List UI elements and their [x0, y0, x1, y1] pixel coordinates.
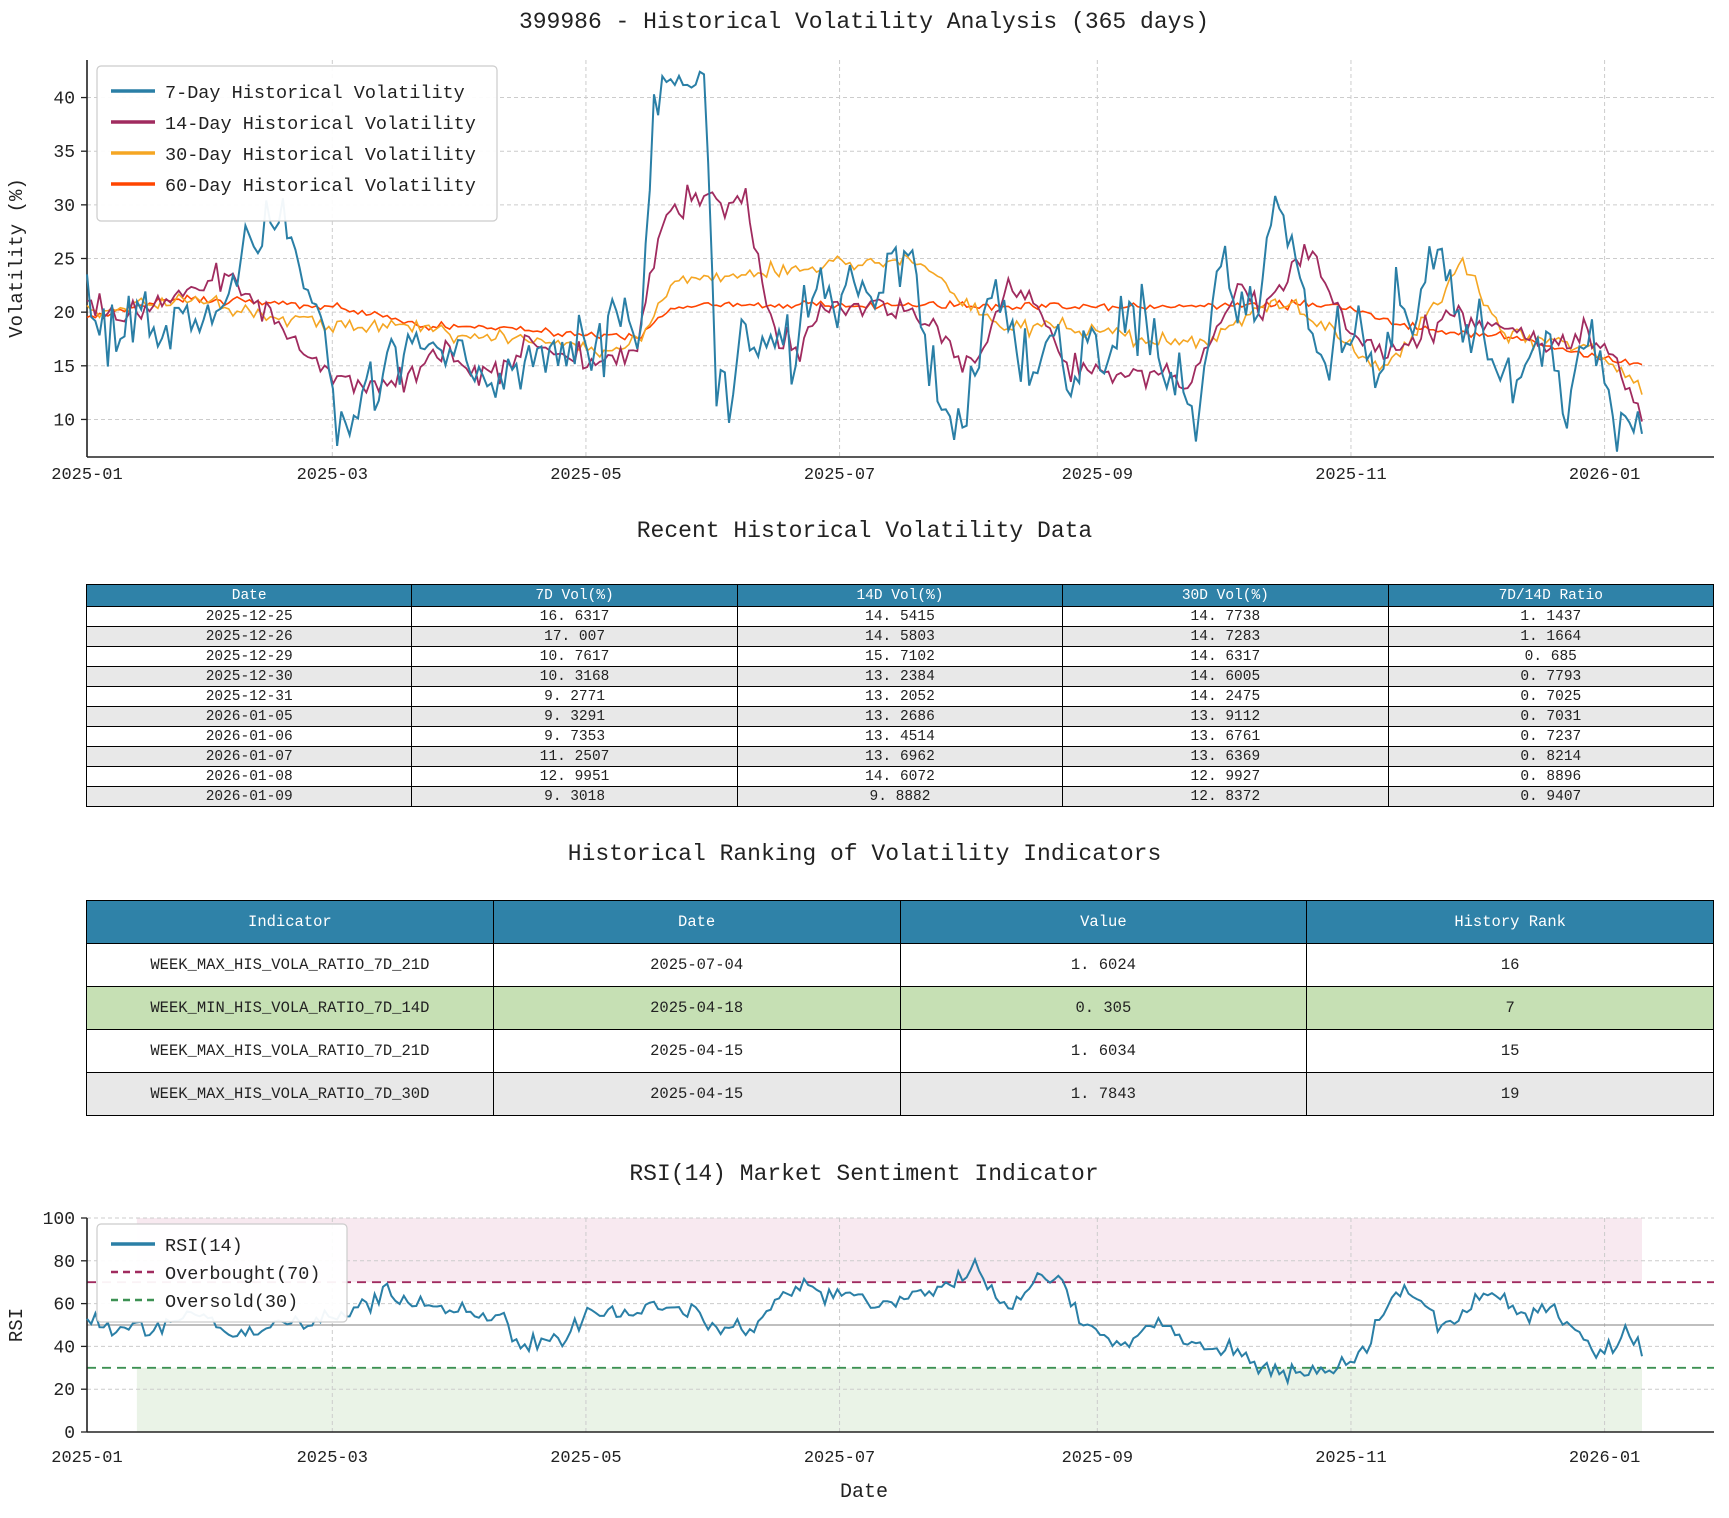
svg-text:2025-05: 2025-05	[550, 466, 621, 485]
svg-text:RSI(14): RSI(14)	[165, 1236, 243, 1257]
svg-text:2025-09: 2025-09	[1062, 1449, 1133, 1468]
svg-text:30-Day Historical Volatility: 30-Day Historical Volatility	[165, 145, 476, 166]
svg-text:7-Day Historical Volatility: 7-Day Historical Volatility	[165, 83, 465, 104]
svg-text:399986 - Historical Volatility: 399986 - Historical Volatility Analysis …	[519, 9, 1209, 35]
svg-text:25: 25	[53, 251, 75, 271]
svg-text:Volatility (%): Volatility (%)	[6, 178, 28, 338]
svg-text:2025-11: 2025-11	[1315, 1449, 1386, 1468]
svg-text:2025-05: 2025-05	[550, 1449, 621, 1468]
svg-text:100: 100	[43, 1210, 75, 1230]
svg-text:2025-11: 2025-11	[1315, 466, 1386, 485]
svg-text:2026-01: 2026-01	[1569, 466, 1640, 485]
svg-text:Date: Date	[840, 1481, 888, 1504]
svg-text:80: 80	[53, 1253, 75, 1273]
svg-text:60-Day Historical Volatility: 60-Day Historical Volatility	[165, 176, 476, 197]
svg-text:Overbought(70): Overbought(70)	[165, 1264, 320, 1285]
svg-text:40: 40	[53, 1338, 75, 1358]
svg-text:0: 0	[64, 1424, 75, 1444]
svg-text:14-Day Historical Volatility: 14-Day Historical Volatility	[165, 114, 476, 135]
svg-text:Oversold(30): Oversold(30)	[165, 1292, 298, 1313]
svg-text:20: 20	[53, 304, 75, 324]
svg-text:20: 20	[53, 1381, 75, 1401]
svg-text:2025-03: 2025-03	[297, 466, 368, 485]
svg-text:2025-07: 2025-07	[804, 1449, 875, 1468]
svg-text:2025-03: 2025-03	[297, 1449, 368, 1468]
svg-text:40: 40	[53, 90, 75, 110]
svg-text:2025-01: 2025-01	[51, 466, 122, 485]
svg-text:RSI(14) Market Sentiment Indic: RSI(14) Market Sentiment Indicator	[629, 1161, 1098, 1187]
svg-text:2025-09: 2025-09	[1062, 466, 1133, 485]
svg-text:35: 35	[53, 143, 75, 163]
svg-text:2025-07: 2025-07	[804, 466, 875, 485]
svg-text:10: 10	[53, 411, 75, 431]
svg-text:60: 60	[53, 1296, 75, 1316]
svg-text:15: 15	[53, 358, 75, 378]
svg-text:30: 30	[53, 197, 75, 217]
svg-text:2025-01: 2025-01	[51, 1449, 122, 1468]
svg-text:RSI: RSI	[6, 1308, 28, 1342]
svg-text:2026-01: 2026-01	[1569, 1449, 1640, 1468]
